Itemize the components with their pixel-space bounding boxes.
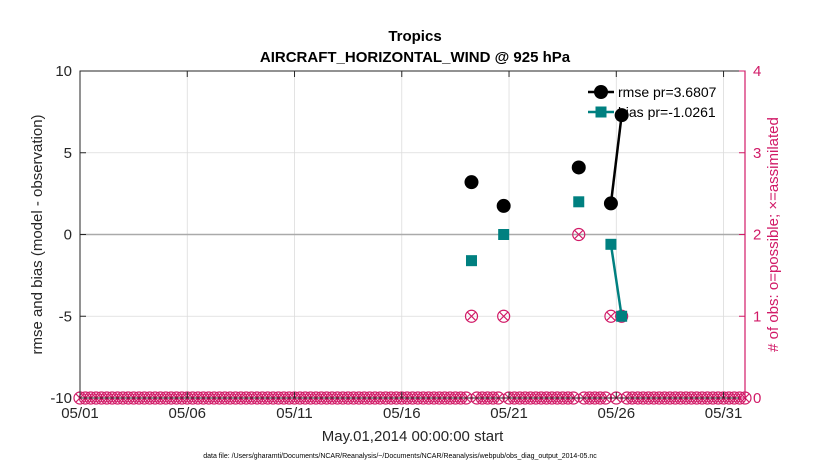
data-file-footnote: data file: /Users/gharamti/Documents/NCA… xyxy=(203,453,597,460)
y2-axis-label: # of obs: o=possible; ×=assimilated xyxy=(765,117,782,352)
x-tick-label: 05/21 xyxy=(490,405,528,422)
x-tick-label: 05/06 xyxy=(168,405,206,422)
rmse-point xyxy=(614,108,629,123)
obs-possible-circle xyxy=(497,309,511,323)
chart-subtitle: AIRCRAFT_HORIZONTAL_WIND @ 925 hPa xyxy=(260,49,571,66)
obs-possible-circle xyxy=(572,227,586,242)
bias-series xyxy=(465,196,628,322)
obs-assimilated-cross xyxy=(498,311,509,321)
obs-assimilated-cross xyxy=(606,311,616,321)
legend-rmse-label: rmse pr=3.6807 xyxy=(618,84,717,100)
chart-title: Tropics xyxy=(388,28,441,45)
y2-tick-label: 2 xyxy=(753,227,761,244)
rmse-point xyxy=(496,198,511,213)
obs-possible-circle xyxy=(464,309,479,323)
y2-tick-label: 0 xyxy=(753,390,761,407)
y-tick-label: 10 xyxy=(55,63,72,80)
x-tick-label: 05/11 xyxy=(276,405,312,422)
legend-bias-marker xyxy=(595,106,607,118)
obs-assimilated-cross xyxy=(574,229,584,240)
x-tick-label: 05/31 xyxy=(705,405,743,422)
bias-point xyxy=(616,310,628,322)
bias-point xyxy=(605,238,617,250)
y2-tick-label: 3 xyxy=(753,145,761,162)
y2-tick-label: 4 xyxy=(753,63,761,80)
obs-assimilated-cross xyxy=(466,311,477,321)
y-tick-label: 0 xyxy=(64,227,72,244)
legend-bias-label: bias pr=-1.0261 xyxy=(618,104,716,120)
rmse-point xyxy=(571,160,586,175)
observation-marker xyxy=(464,309,479,323)
rmse-point xyxy=(603,196,618,211)
legend-rmse-marker xyxy=(594,85,608,99)
observation-marker xyxy=(497,309,511,323)
bias-point xyxy=(465,255,477,267)
x-tick-label: 05/16 xyxy=(383,405,421,422)
rmse-point xyxy=(464,175,479,190)
x-tick-label: 05/26 xyxy=(598,405,636,422)
y2-tick-label: 1 xyxy=(753,308,761,325)
x-axis-label: May.01,2014 00:00:00 start xyxy=(322,428,504,445)
observation-marker xyxy=(572,227,586,242)
legend: rmse pr=3.6807 bias pr=-1.0261 xyxy=(588,84,717,120)
y-tick-label: -10 xyxy=(50,390,72,407)
x-tick-label: 05/01 xyxy=(61,405,99,422)
axes: 05/01 05/06 05/11 05/16 05/21 05/26 05/31 -10 -5… xyxy=(50,63,761,422)
y-axis-label: rmse and bias (model - observation) xyxy=(29,114,46,354)
y-tick-label: 5 xyxy=(64,145,72,162)
rmse-series xyxy=(464,108,629,213)
data-series xyxy=(464,108,629,322)
y-tick-label: -5 xyxy=(59,308,72,325)
bias-point xyxy=(498,229,510,240)
bias-point xyxy=(573,196,585,208)
bias-line-segment xyxy=(609,244,623,317)
rmse-line-segment xyxy=(609,114,623,204)
